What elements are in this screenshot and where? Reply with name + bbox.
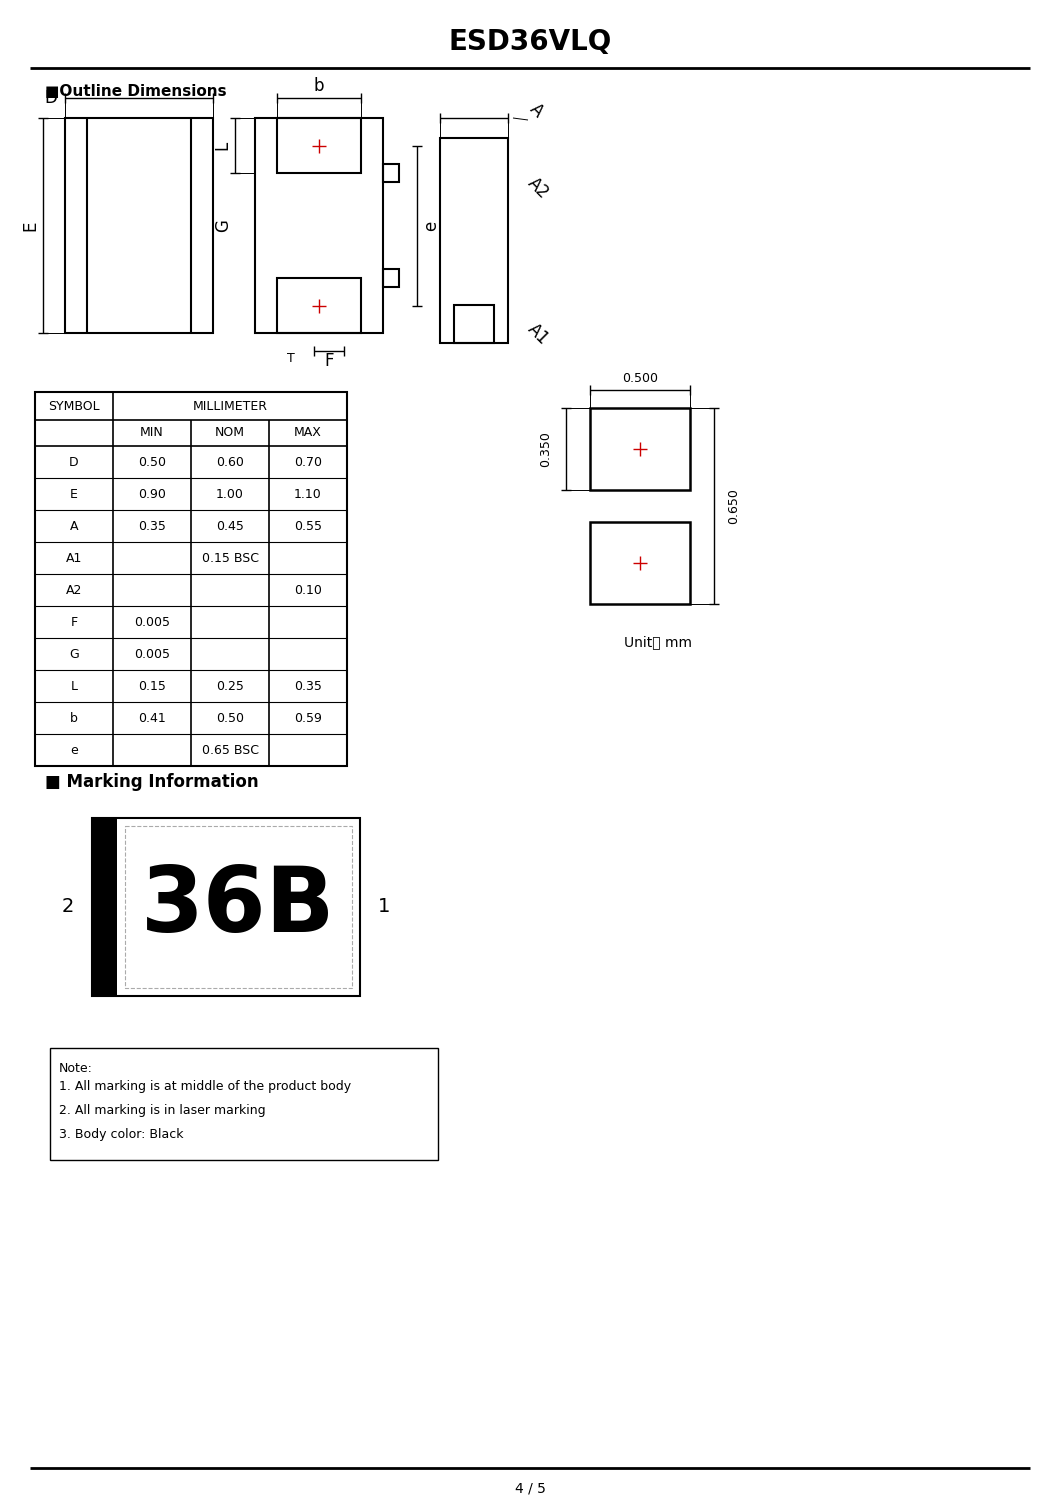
Text: NOM: NOM: [215, 427, 245, 439]
Bar: [125, 826, 352, 988]
Text: E: E: [21, 220, 39, 231]
Text: A2: A2: [66, 584, 83, 597]
Text: 0.25: 0.25: [216, 680, 244, 692]
Bar: [590, 409, 690, 490]
Text: 0.59: 0.59: [294, 712, 322, 724]
Text: e: e: [70, 743, 77, 757]
Bar: [50, 1048, 438, 1160]
Text: A1: A1: [66, 552, 83, 564]
Text: 2. All marking is in laser marking: 2. All marking is in laser marking: [59, 1104, 266, 1117]
Text: A1: A1: [524, 320, 552, 348]
Text: ■Outline Dimensions: ■Outline Dimensions: [45, 84, 227, 100]
Text: SYMBOL: SYMBOL: [48, 400, 100, 413]
Bar: [92, 817, 360, 995]
Text: L: L: [213, 140, 231, 151]
Text: MIN: MIN: [140, 427, 164, 439]
Bar: [255, 118, 383, 333]
Text: 0.15 BSC: 0.15 BSC: [201, 552, 259, 564]
Text: Note:: Note:: [59, 1062, 93, 1075]
Text: 0.650: 0.650: [727, 489, 741, 523]
Bar: [590, 522, 690, 605]
Bar: [440, 139, 508, 342]
Text: G: G: [214, 219, 232, 232]
Bar: [383, 164, 399, 182]
Text: T: T: [287, 353, 295, 365]
Text: 1.10: 1.10: [294, 487, 322, 501]
Bar: [454, 305, 494, 342]
Bar: [35, 392, 347, 766]
Text: F: F: [324, 351, 334, 369]
Text: D: D: [69, 455, 78, 469]
Text: L: L: [71, 680, 77, 692]
Text: 0.15: 0.15: [138, 680, 166, 692]
Text: 0.350: 0.350: [540, 431, 552, 467]
Text: Unit： mm: Unit： mm: [624, 635, 692, 648]
Text: 36B: 36B: [141, 863, 336, 952]
Text: ■ Marking Information: ■ Marking Information: [45, 774, 259, 792]
Text: 0.35: 0.35: [294, 680, 322, 692]
Text: b: b: [70, 712, 78, 724]
Text: 0.500: 0.500: [622, 372, 658, 386]
Text: A: A: [526, 100, 546, 121]
Text: G: G: [69, 647, 78, 661]
Bar: [92, 817, 117, 995]
Text: 0.50: 0.50: [138, 455, 166, 469]
Text: 0.005: 0.005: [134, 647, 170, 661]
Text: D: D: [45, 89, 57, 107]
Bar: [383, 268, 399, 287]
Text: A2: A2: [524, 173, 552, 202]
Text: 0.55: 0.55: [294, 519, 322, 532]
Text: 0.41: 0.41: [138, 712, 165, 724]
Text: b: b: [314, 77, 324, 95]
Text: 0.35: 0.35: [138, 519, 166, 532]
Text: 4 / 5: 4 / 5: [514, 1481, 546, 1494]
Text: MAX: MAX: [294, 427, 322, 439]
Text: 3. Body color: Black: 3. Body color: Black: [59, 1128, 183, 1142]
Text: 1. All marking is at middle of the product body: 1. All marking is at middle of the produ…: [59, 1080, 351, 1093]
Text: 0.60: 0.60: [216, 455, 244, 469]
Text: 1: 1: [377, 897, 390, 917]
Text: F: F: [70, 615, 77, 629]
Text: 0.10: 0.10: [294, 584, 322, 597]
Text: 2: 2: [61, 897, 74, 917]
Text: 0.65 BSC: 0.65 BSC: [201, 743, 259, 757]
Text: 0.005: 0.005: [134, 615, 170, 629]
Text: 0.50: 0.50: [216, 712, 244, 724]
Text: 0.90: 0.90: [138, 487, 166, 501]
Bar: [65, 118, 213, 333]
Text: 0.45: 0.45: [216, 519, 244, 532]
Text: 1.00: 1.00: [216, 487, 244, 501]
Text: e: e: [422, 220, 440, 231]
Text: MILLIMETER: MILLIMETER: [193, 400, 267, 413]
Text: ESD36VLQ: ESD36VLQ: [448, 29, 612, 56]
Text: 0.70: 0.70: [294, 455, 322, 469]
Bar: [277, 277, 361, 333]
Text: A: A: [70, 519, 78, 532]
Text: E: E: [70, 487, 78, 501]
Bar: [277, 118, 361, 173]
